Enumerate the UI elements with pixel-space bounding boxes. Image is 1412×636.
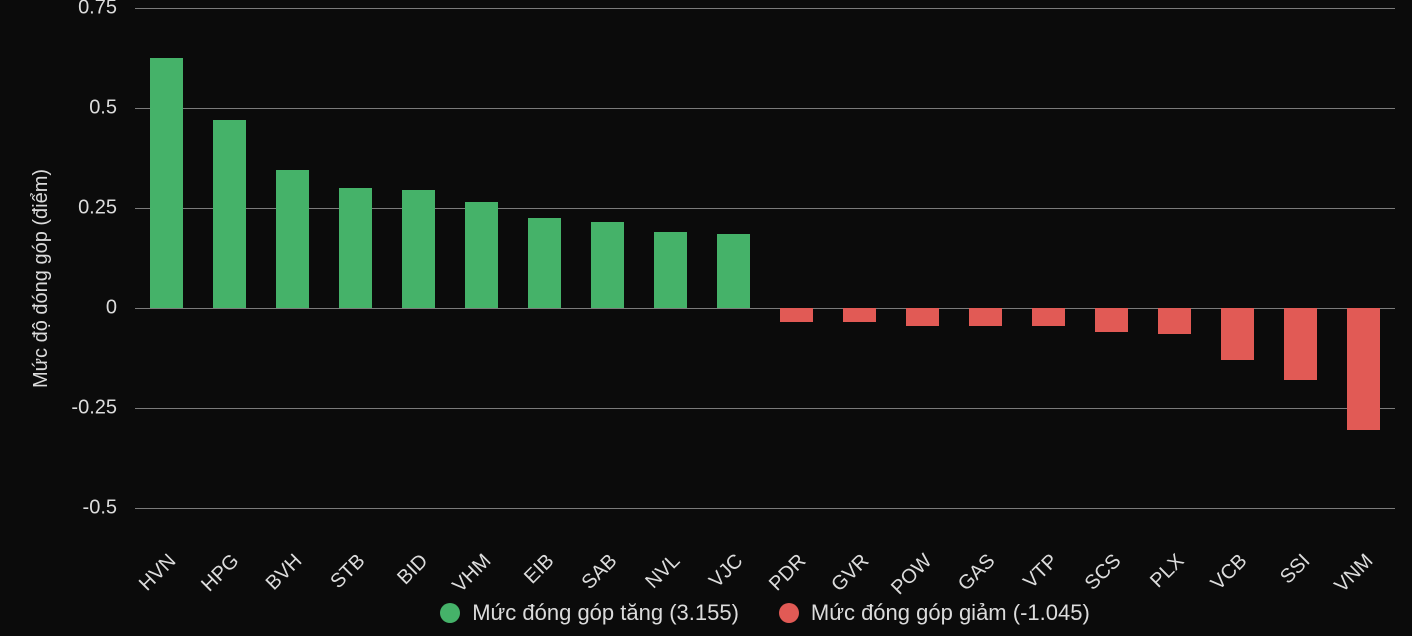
y-tick-label: -0.5 (0, 497, 117, 520)
legend: Mức đóng góp tăng (3.155) Mức đóng góp g… (135, 600, 1395, 626)
y-tick-label: 0.75 (0, 0, 117, 20)
bar (591, 222, 624, 308)
legend-swatch-negative (779, 603, 799, 623)
bar (1032, 308, 1065, 326)
bar (339, 188, 372, 308)
y-tick-label: -0.25 (0, 397, 117, 420)
legend-label-positive: Mức đóng góp tăng (3.155) (472, 600, 739, 626)
bar (1347, 308, 1380, 430)
bar (465, 202, 498, 308)
bar (150, 58, 183, 308)
legend-swatch-positive (440, 603, 460, 623)
legend-label-negative: Mức đóng góp giảm (-1.045) (811, 600, 1090, 626)
bar (654, 232, 687, 308)
bars-area (135, 8, 1395, 508)
y-tick-label: 0 (0, 297, 117, 320)
bar (213, 120, 246, 308)
bar (1284, 308, 1317, 380)
bar (717, 234, 750, 308)
gridline (135, 508, 1395, 509)
bar (1095, 308, 1128, 332)
bar (402, 190, 435, 308)
contribution-bar-chart: Mức độ đóng góp (điểm) -0.5-0.2500.250.5… (0, 0, 1412, 636)
legend-item-positive: Mức đóng góp tăng (3.155) (440, 600, 739, 626)
bar (906, 308, 939, 326)
y-tick-label: 0.25 (0, 197, 117, 220)
bar (843, 308, 876, 322)
legend-item-negative: Mức đóng góp giảm (-1.045) (779, 600, 1090, 626)
bar (528, 218, 561, 308)
bar (969, 308, 1002, 326)
bar (780, 308, 813, 322)
bar (276, 170, 309, 308)
y-tick-label: 0.5 (0, 97, 117, 120)
bar (1158, 308, 1191, 334)
bar (1221, 308, 1254, 360)
